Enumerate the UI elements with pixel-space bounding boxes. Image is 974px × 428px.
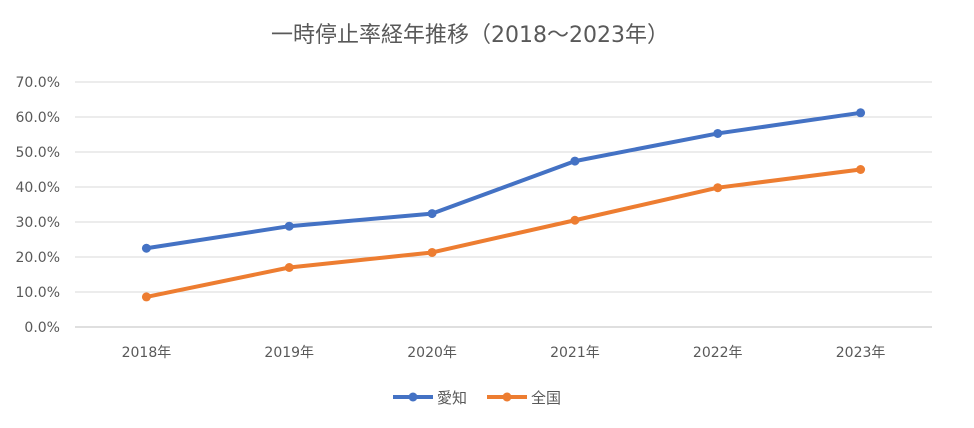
legend-label: 全国 [531,389,561,407]
legend-item: 愛知 [393,389,467,407]
series-lines [141,108,866,302]
x-tick-label: 2019年 [264,345,314,361]
data-point [713,128,723,138]
x-tick-label: 2021年 [550,345,600,361]
data-point [427,209,437,219]
legend-swatch-marker [502,392,512,402]
series-line [144,110,863,251]
y-tick-label: 0.0% [24,320,60,336]
legend-label: 愛知 [437,389,467,407]
data-point [141,292,151,302]
y-tick-label: 50.0% [16,145,60,161]
series-2 [141,165,866,302]
x-tick-label: 2018年 [122,345,172,361]
y-tick-label: 10.0% [16,285,60,301]
legend-swatch-marker [408,392,418,402]
y-tick-label: 60.0% [16,110,60,126]
data-point [856,108,866,118]
data-point [284,263,294,272]
data-point [570,215,580,225]
y-tick-label: 20.0% [16,250,60,266]
x-tick-label: 2022年 [693,345,743,361]
y-tick-label: 40.0% [16,180,60,196]
series-line [144,167,863,299]
data-point [570,156,580,166]
data-point [856,165,866,174]
x-axis-tick-labels: 2018年 2019年 2020年 2021年 2022年 2023年 [122,345,886,361]
data-point [284,221,294,231]
data-point [427,247,437,257]
series-1 [141,108,866,253]
legend-item: 全国 [487,389,561,407]
x-tick-label: 2023年 [836,345,886,361]
y-tick-label: 70.0% [16,75,60,91]
data-point [713,183,723,193]
data-point [141,243,151,253]
gridlines [75,81,932,328]
y-axis-tick-labels: 0.0% 10.0% 20.0% 30.0% 40.0% 50.0% 60.0% 70.0% [16,75,60,336]
x-tick-label: 2020年 [407,345,457,361]
legend: 愛知 全国 [393,389,561,407]
chart-title: 一時停止率経年推移（2018～2023年） [271,23,669,48]
y-tick-label: 30.0% [16,215,60,231]
